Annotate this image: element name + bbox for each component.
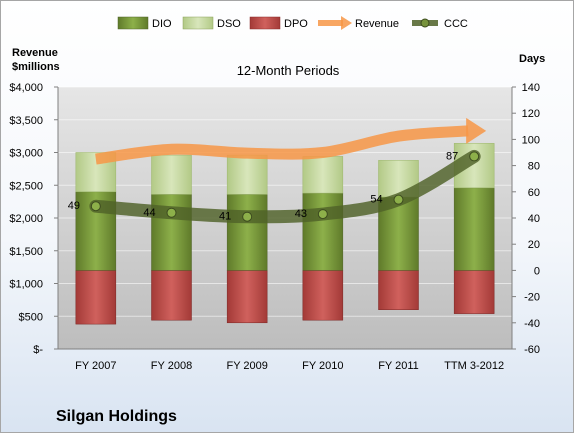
revenue-arrow-head — [466, 117, 487, 144]
legend-label-dpo: DPO — [284, 18, 308, 30]
ccc-point — [393, 194, 404, 205]
left-tick-label: $2,000 — [9, 213, 43, 225]
ccc-data-label: 44 — [143, 207, 155, 219]
left-axis-title-line2: $millions — [12, 61, 60, 73]
bar-dso — [302, 156, 344, 194]
right-tick-label: 60 — [528, 187, 540, 199]
bar-dso — [151, 154, 192, 195]
category-label: TTM 3-2012 — [444, 360, 504, 372]
left-tick-label: $2,500 — [9, 180, 43, 192]
right-tick-label: 80 — [528, 161, 540, 173]
bar-dpo — [75, 270, 117, 325]
right-axis-title: Days — [519, 53, 545, 65]
bar-dpo — [302, 270, 344, 321]
ccc-data-label: 43 — [295, 208, 307, 220]
legend-swatch-dio — [117, 16, 149, 30]
right-tick-label: 40 — [528, 213, 540, 225]
legend-label-ccc: CCC — [444, 18, 468, 30]
ccc-point — [469, 151, 480, 162]
bar-dio — [453, 187, 495, 271]
bar-dio — [226, 194, 268, 271]
ccc-point — [242, 211, 253, 222]
bar-dpo — [151, 270, 192, 321]
legend-label-revenue: Revenue — [355, 18, 399, 30]
right-tick-label: -60 — [524, 344, 540, 356]
legend-swatch-dso — [182, 16, 214, 30]
right-tick-label: 100 — [522, 134, 540, 146]
legend-swatch-revenue-arrow — [318, 16, 352, 30]
ccc-line — [89, 149, 481, 224]
bar-dso — [226, 154, 268, 195]
category-label: FY 2009 — [226, 360, 267, 372]
ccc-point — [317, 209, 328, 220]
company-name: Silgan Holdings — [56, 408, 177, 425]
category-label: FY 2008 — [151, 360, 192, 372]
revenue-arrow-line — [95, 125, 469, 165]
ccc-data-label: 54 — [370, 194, 382, 206]
left-tick-label: $3,500 — [9, 115, 43, 127]
ccc-point — [166, 207, 177, 218]
right-tick-label: 0 — [534, 265, 540, 277]
category-label: FY 2011 — [378, 360, 419, 372]
right-tick-label: -20 — [524, 292, 540, 304]
revenue-series — [95, 117, 487, 165]
chart-title: 12-Month Periods — [237, 63, 340, 78]
left-tick-label: $3,000 — [9, 148, 43, 160]
left-tick-label: $1,500 — [9, 246, 43, 258]
ccc-data-label: 49 — [68, 200, 80, 212]
left-axis-ticks: $- $500 $1,000 $1,500 $2,000 $2,500 $3,000 $3,5… — [9, 82, 58, 356]
legend-swatch-dpo — [249, 16, 281, 30]
bar-dio — [302, 192, 344, 271]
bar-dpo — [453, 270, 495, 314]
right-tick-label: -40 — [524, 318, 540, 330]
left-tick-label: $1,000 — [9, 279, 43, 291]
left-tick-label: $- — [33, 344, 43, 356]
legend: DIO DSO DPO Revenue CCC — [117, 16, 468, 30]
left-axis-title-line1: Revenue — [12, 47, 58, 59]
right-tick-label: 120 — [522, 108, 540, 120]
ccc-series: 49 44 41 43 54 87 — [68, 149, 481, 224]
right-tick-label: 140 — [522, 82, 540, 94]
category-labels: FY 2007 FY 2008 FY 2009 FY 2010 FY 2011 TTM 3… — [75, 360, 504, 372]
legend-swatch-ccc-line — [412, 18, 438, 28]
category-label: FY 2007 — [75, 360, 116, 372]
legend-label-dso: DSO — [217, 18, 241, 30]
bar-dpo — [226, 270, 268, 324]
ccc-data-label: 41 — [219, 211, 231, 223]
bar-dpo — [378, 270, 419, 310]
legend-label-dio: DIO — [152, 18, 172, 30]
right-tick-label: 20 — [528, 239, 540, 251]
ccc-data-label: 87 — [446, 150, 458, 162]
right-axis-ticks: -60 -40 -20 0 20 40 60 80 100 120 140 — [512, 82, 540, 356]
ccc-point — [90, 201, 101, 212]
left-tick-label: $500 — [19, 311, 43, 323]
category-label: FY 2010 — [302, 360, 343, 372]
left-tick-label: $4,000 — [9, 82, 43, 94]
